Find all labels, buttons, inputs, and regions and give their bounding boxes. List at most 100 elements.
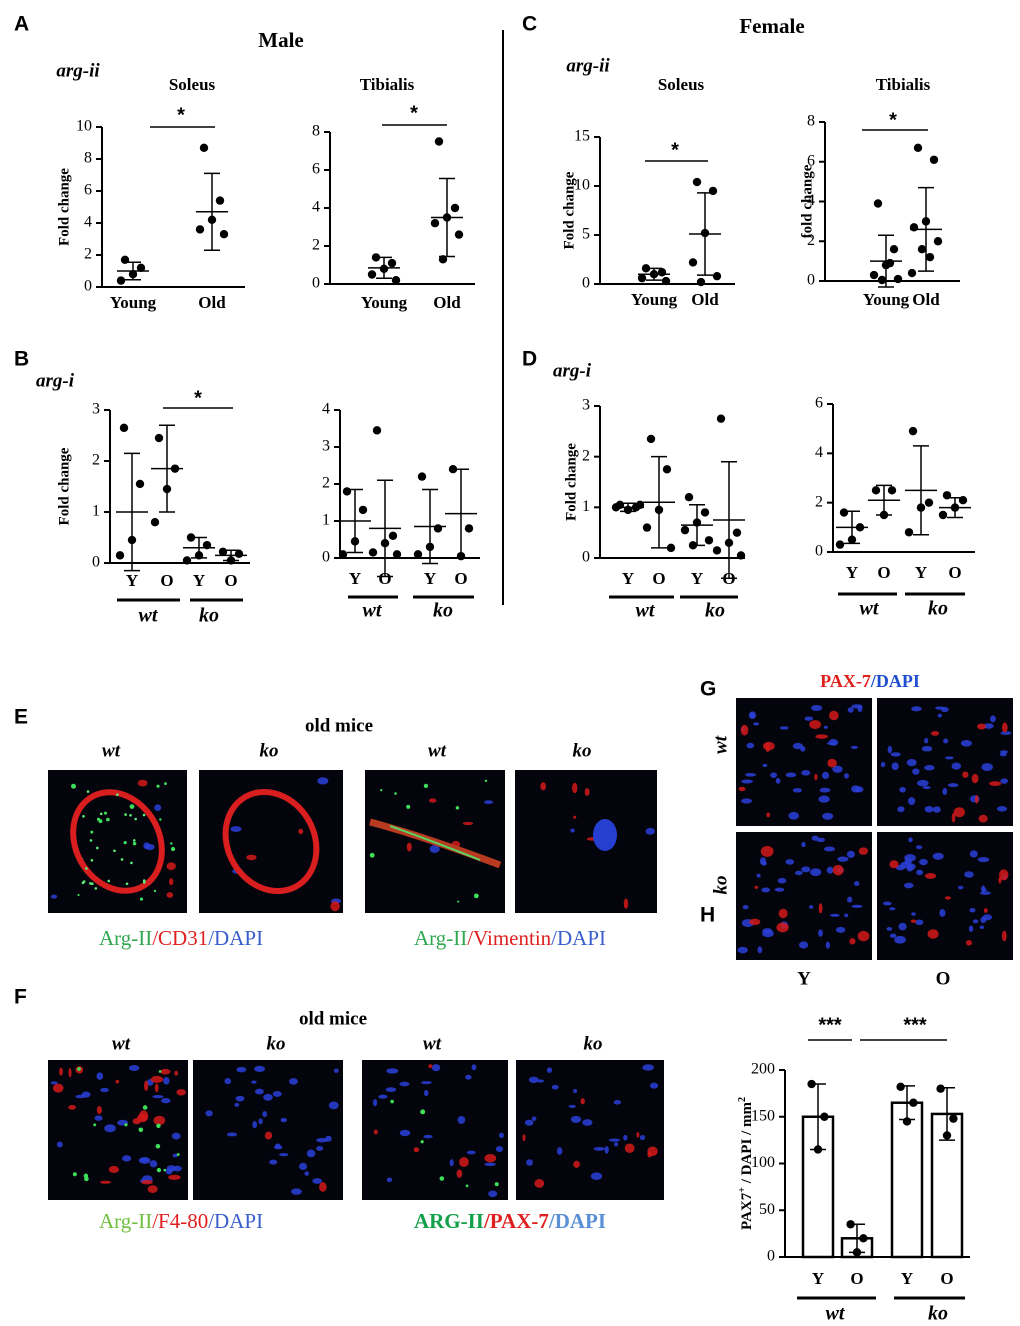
data-point xyxy=(813,1145,823,1154)
red-signal xyxy=(147,1185,158,1194)
nucleus xyxy=(977,856,990,863)
data-point xyxy=(442,213,452,222)
y-tick-label: 6 xyxy=(807,152,815,169)
nucleus xyxy=(570,828,575,833)
data-point xyxy=(649,270,659,279)
red-signal xyxy=(459,1157,469,1167)
data-point xyxy=(921,217,931,226)
nucleus xyxy=(488,1190,498,1198)
caption-part: /DAPI xyxy=(208,1209,263,1233)
red-signal xyxy=(738,786,746,792)
nucleus xyxy=(981,763,993,772)
nucleus xyxy=(818,795,830,803)
image-label: ko xyxy=(584,1033,603,1054)
nucleus xyxy=(639,1135,646,1141)
group-label: wt xyxy=(363,600,383,622)
green-signal xyxy=(93,1123,97,1127)
y-tick-label: 3 xyxy=(92,401,100,418)
nucleus xyxy=(608,1138,621,1142)
data-point xyxy=(388,531,398,540)
y-tick-label: 4 xyxy=(84,214,92,231)
nucleus xyxy=(809,905,814,909)
y-axis-label: Fold change xyxy=(561,171,577,249)
caption: Arg-II/Vimentin/DAPI xyxy=(414,926,606,950)
nucleus xyxy=(258,1118,263,1125)
green-signal xyxy=(156,1123,161,1128)
red-signal xyxy=(827,758,837,768)
data-point xyxy=(662,465,672,474)
nucleus xyxy=(741,798,753,804)
red-signal xyxy=(647,1146,658,1157)
nucleus xyxy=(152,1095,164,1099)
nucleus xyxy=(316,1146,324,1151)
caption: Arg-II/CD31/DAPI xyxy=(99,926,263,950)
green-signal xyxy=(394,792,397,795)
nucleus xyxy=(811,704,823,712)
nucleus xyxy=(933,806,941,813)
red-signal xyxy=(766,812,771,818)
data-point xyxy=(338,550,348,559)
green-signal xyxy=(94,887,98,890)
y-tick-label: 0 xyxy=(815,543,823,560)
green-signal xyxy=(99,812,103,816)
nucleus xyxy=(785,859,795,865)
nucleus xyxy=(299,1162,308,1171)
red-signal xyxy=(573,1160,580,1169)
data-point xyxy=(692,518,702,527)
nucleus xyxy=(981,885,986,893)
data-point xyxy=(226,556,236,565)
green-signal xyxy=(420,1109,426,1115)
gene-label: arg-i xyxy=(36,370,75,391)
nucleus xyxy=(774,887,785,892)
y-tick-label: 2 xyxy=(92,452,100,469)
red-signal xyxy=(373,1129,378,1135)
nucleus xyxy=(939,908,946,917)
data-point xyxy=(907,268,917,278)
y-tick-label: 0 xyxy=(312,275,320,292)
green-signal xyxy=(123,841,127,845)
nucleus xyxy=(823,846,836,852)
data-point xyxy=(611,503,621,512)
group-label: ko xyxy=(928,598,948,620)
nucleus xyxy=(279,1152,289,1157)
nucleus xyxy=(889,933,897,938)
data-point xyxy=(372,426,382,435)
red-signal xyxy=(166,892,174,898)
data-point xyxy=(847,535,857,544)
caption: ARG-II/PAX-7/DAPI xyxy=(414,1209,606,1233)
nucleus xyxy=(172,1153,178,1158)
nucleus xyxy=(1000,778,1009,784)
x-tick-label: O xyxy=(378,569,391,588)
data-point xyxy=(456,551,466,561)
nucleus xyxy=(272,1091,282,1097)
nucleus xyxy=(262,1111,268,1118)
nucleus xyxy=(980,916,987,924)
nucleus xyxy=(785,772,797,778)
x-tick-label: Old xyxy=(198,293,226,312)
data-point xyxy=(889,245,899,254)
group-label: ko xyxy=(705,600,725,622)
nucleus xyxy=(886,926,893,931)
nucleus xyxy=(593,1146,605,1151)
nucleus xyxy=(759,857,767,866)
data-point xyxy=(846,1220,855,1229)
red-signal xyxy=(96,1106,102,1115)
nucleus xyxy=(645,827,655,835)
y-tick-label: 2 xyxy=(312,237,320,254)
y-axis-label-part: 2 xyxy=(737,1097,748,1102)
data-point xyxy=(218,547,228,556)
nucleus xyxy=(889,907,896,911)
green-signal xyxy=(159,818,162,821)
group-label: ko xyxy=(928,1303,948,1325)
nucleus xyxy=(291,1188,302,1195)
nucleus xyxy=(531,1116,537,1121)
red-signal xyxy=(858,847,868,855)
panel-letter: B xyxy=(14,348,29,371)
panel-letter: D xyxy=(522,348,537,371)
red-signal xyxy=(965,940,972,946)
data-point xyxy=(885,258,895,268)
y-tick-label: 0 xyxy=(322,549,330,566)
panel-letter: A xyxy=(14,13,29,36)
green-signal xyxy=(163,1168,167,1172)
green-signal xyxy=(138,1127,144,1133)
